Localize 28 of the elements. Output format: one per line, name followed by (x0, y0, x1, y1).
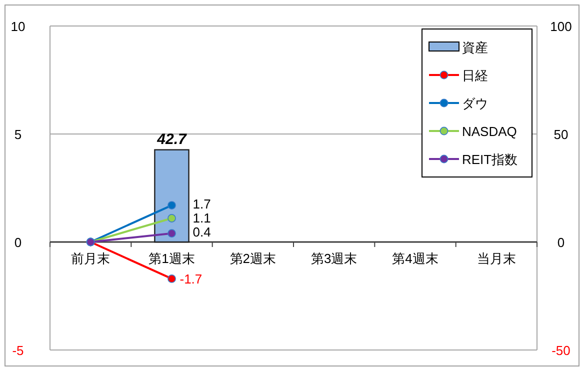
y2-tick-label: 0 (557, 235, 565, 250)
point (168, 214, 176, 222)
legend-label: REIT指数 (462, 152, 518, 167)
point (168, 201, 176, 210)
legend-label: NASDAQ (462, 124, 517, 139)
x-tick-label: 第3週末 (310, 251, 358, 266)
x-tick-label: 第1週末 (148, 251, 195, 266)
data-label: 1.7 (192, 196, 211, 212)
x-tick-label: 前月末 (71, 251, 110, 266)
data-label: 42.7 (156, 130, 187, 148)
data-label: -1.7 (180, 272, 202, 287)
data-label: 0.4 (192, 224, 211, 240)
y2-tick-label: 50 (554, 127, 568, 142)
y-tick-label: 10 (10, 19, 26, 34)
legend-label: ダウ (462, 96, 488, 111)
x-tick-label: 第4週末 (392, 251, 438, 266)
data-label: 1.1 (192, 210, 211, 226)
y2-tick-label: -50 (552, 343, 570, 358)
point (168, 229, 176, 238)
x-tick-label: 第2週末 (230, 251, 276, 266)
y-tick-label: -5 (12, 343, 24, 358)
legend-label: 日経 (462, 68, 488, 83)
y-tick-label: 5 (14, 127, 22, 142)
point (168, 274, 176, 283)
x-tick-label: 当月末 (476, 251, 516, 266)
legend-label: 資産 (462, 40, 488, 55)
y2-tick-label: 100 (550, 19, 572, 34)
y-tick-label: 0 (14, 235, 22, 250)
